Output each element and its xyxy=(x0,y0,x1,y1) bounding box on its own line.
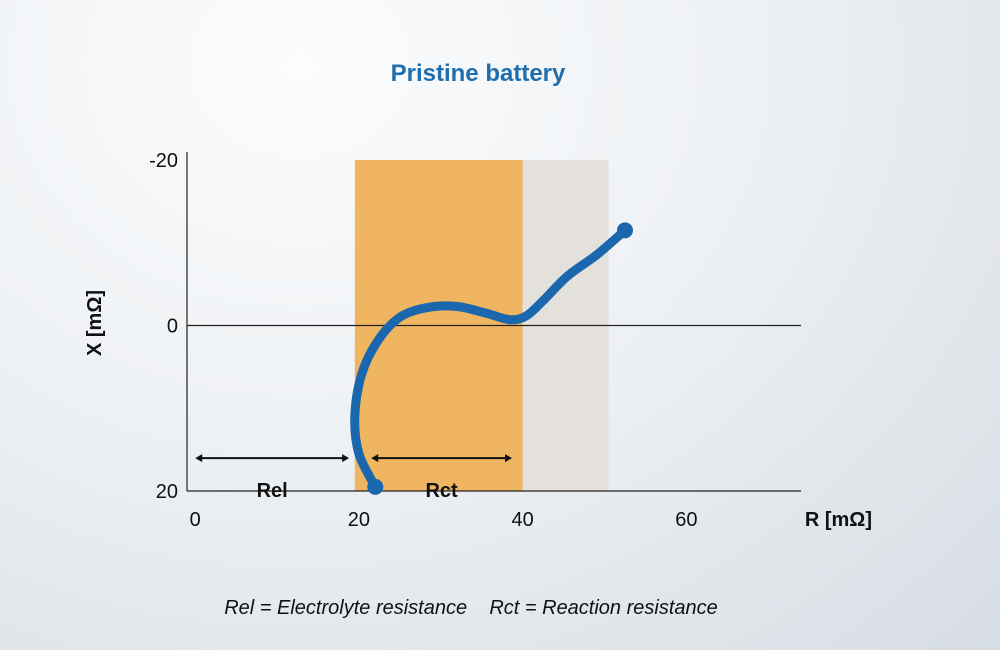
legend-caption: Rel = Electrolyte resistance Rct = React… xyxy=(224,597,718,619)
span-label-rct: Rct xyxy=(425,480,458,502)
x-tick-label: 0 xyxy=(190,509,201,531)
x-axis-label: R [mΩ] xyxy=(805,509,872,531)
impedance-curve-0 xyxy=(350,225,630,492)
span-arrowhead-right xyxy=(342,454,350,463)
y-axis-label: X [mΩ] xyxy=(84,290,106,356)
span-arrowhead-left xyxy=(371,454,379,463)
span-label-rel: Rel xyxy=(257,480,288,502)
span-arrowhead-left xyxy=(195,454,203,463)
x-tick-label: 40 xyxy=(512,509,534,531)
y-tick-label: 20 xyxy=(156,481,178,503)
x-tick-label: 20 xyxy=(348,509,370,531)
chart-title: Pristine battery xyxy=(391,60,566,87)
x-tick-label: 60 xyxy=(675,509,697,531)
y-tick-label: -20 xyxy=(149,150,178,172)
curve-end-point xyxy=(616,222,633,239)
y-tick-label: 0 xyxy=(167,316,178,338)
span-arrowhead-right xyxy=(505,454,513,463)
curve-start-point xyxy=(367,478,384,495)
